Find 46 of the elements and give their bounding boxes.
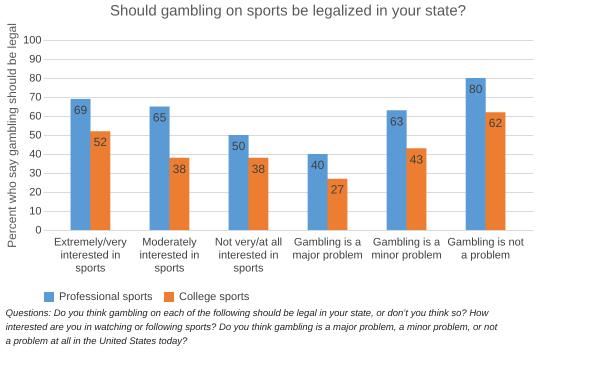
x-tick-label: Extremely/very interested in sports [54,236,128,274]
bar [90,131,110,230]
x-tick-label: Gambling is a major problem [292,236,363,262]
text: Questions: Do you think gambling on each of the following should be legal in your state, or don’t you think so? How interested are you in watching or following sports? Do you think gambling is a major problem, a minor problem, or not a problem at all in the United States today? [6,308,498,347]
y-tick-label: 20 [29,186,42,198]
bar [70,98,91,230]
y-tick-label: 0 [35,224,42,236]
data-label: 40 [310,158,325,172]
data-label: 69 [74,102,88,117]
y-axis-title: Percent who say gambling should be legal [5,23,20,248]
legend-label: College sports [179,291,250,303]
data-label: 50 [232,139,246,153]
data-label: 38 [252,162,266,176]
y-tick-label: 100 [23,34,42,46]
y-tick-label: 40 [29,148,42,160]
y-tick-label: 10 [29,206,42,218]
data-label: 52 [94,135,108,150]
x-tick-label: Not very/at all interested in sports [214,236,282,274]
bar [150,106,170,230]
x-tick-label: Moderately interested in sports [139,236,200,274]
y-tick-label: 90 [29,54,42,66]
bar [406,148,426,230]
x-tick-label: Gambling is not a problem [447,236,524,262]
y-tick-label: 50 [29,130,42,142]
data-label: 43 [410,152,424,166]
bar [327,178,348,230]
y-tick-label: 30 [29,168,42,180]
data-label: 62 [488,116,502,130]
bar [228,135,249,230]
data-label: 80 [469,82,483,96]
bar [308,154,328,230]
bar [248,158,268,230]
bar [386,110,407,230]
data-label: 63 [390,114,404,128]
data-label: 38 [172,162,186,176]
bar [466,78,486,230]
y-tick-label: 70 [29,92,42,104]
x-tick-label: Gambling is a minor problem [371,236,442,262]
data-label: 65 [152,110,167,124]
y-tick-label: 80 [29,72,42,84]
y-tick-label: 60 [29,110,42,122]
chart-title: Should gambling on sports be legalized in your state? [110,2,466,20]
bar [169,158,190,230]
bar [485,112,506,230]
data-label: 27 [330,182,344,197]
legend-label: Professional sports [59,291,154,303]
